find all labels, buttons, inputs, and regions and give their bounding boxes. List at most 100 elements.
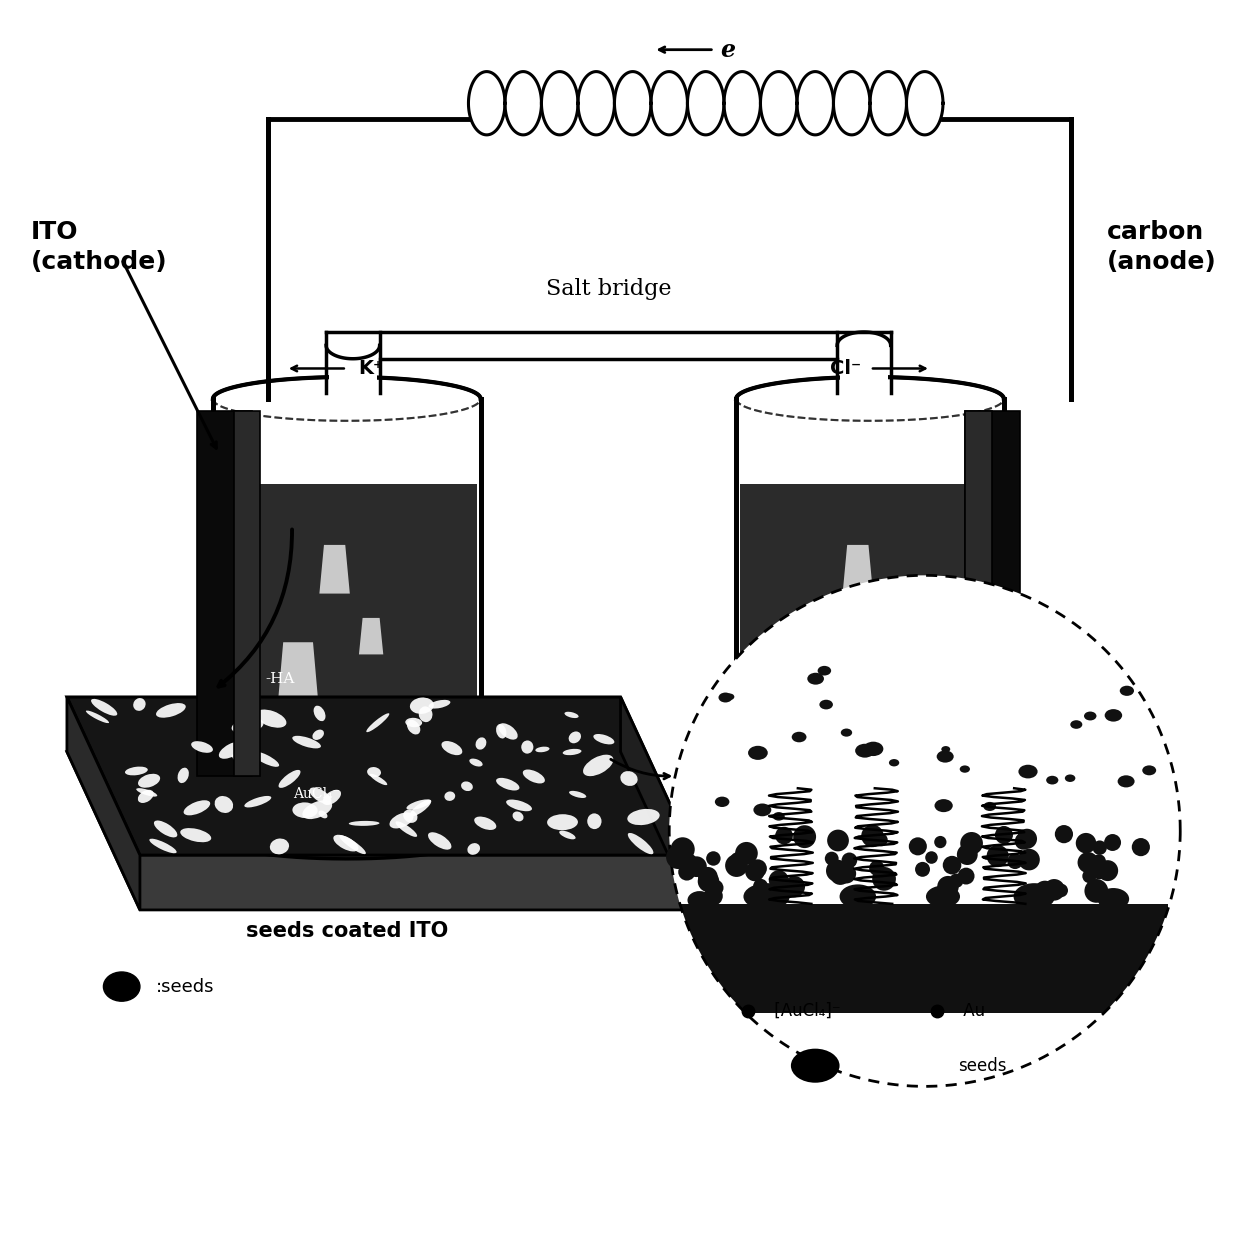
- Circle shape: [682, 854, 697, 869]
- Ellipse shape: [817, 666, 831, 675]
- Ellipse shape: [1097, 889, 1130, 910]
- Circle shape: [830, 864, 851, 885]
- Circle shape: [1014, 832, 1032, 850]
- Circle shape: [1083, 869, 1096, 884]
- Ellipse shape: [1084, 711, 1096, 720]
- Ellipse shape: [620, 771, 637, 786]
- Circle shape: [725, 854, 748, 877]
- Circle shape: [1007, 854, 1023, 869]
- Ellipse shape: [1105, 709, 1122, 721]
- Text: K⁺: K⁺: [358, 359, 383, 378]
- Ellipse shape: [232, 718, 264, 734]
- Circle shape: [826, 860, 848, 882]
- Polygon shape: [217, 484, 477, 815]
- Ellipse shape: [405, 718, 422, 728]
- Circle shape: [960, 832, 983, 855]
- Ellipse shape: [396, 821, 417, 837]
- Ellipse shape: [1047, 776, 1059, 785]
- Circle shape: [671, 837, 694, 861]
- Ellipse shape: [841, 729, 852, 736]
- Ellipse shape: [791, 1048, 839, 1083]
- Polygon shape: [329, 332, 377, 393]
- Ellipse shape: [935, 799, 952, 812]
- Ellipse shape: [498, 724, 517, 740]
- Circle shape: [1104, 834, 1121, 851]
- Ellipse shape: [310, 787, 331, 804]
- Circle shape: [836, 864, 856, 884]
- Ellipse shape: [559, 831, 575, 840]
- Ellipse shape: [348, 821, 379, 826]
- Ellipse shape: [563, 749, 582, 755]
- Ellipse shape: [410, 698, 434, 714]
- Polygon shape: [882, 618, 906, 654]
- Ellipse shape: [807, 673, 823, 685]
- Ellipse shape: [1013, 884, 1055, 910]
- Circle shape: [698, 867, 718, 886]
- Ellipse shape: [252, 751, 279, 766]
- Ellipse shape: [370, 774, 387, 785]
- Ellipse shape: [180, 829, 211, 842]
- Ellipse shape: [154, 820, 177, 837]
- Circle shape: [1092, 855, 1106, 869]
- Circle shape: [745, 861, 765, 881]
- Ellipse shape: [149, 839, 176, 854]
- Ellipse shape: [521, 740, 533, 754]
- Circle shape: [869, 860, 884, 876]
- Circle shape: [942, 856, 961, 875]
- Text: Cl⁻: Cl⁻: [830, 359, 862, 378]
- Ellipse shape: [312, 730, 324, 740]
- Circle shape: [666, 845, 689, 869]
- Circle shape: [925, 851, 937, 864]
- Ellipse shape: [293, 736, 321, 749]
- Circle shape: [735, 842, 758, 865]
- Ellipse shape: [403, 810, 418, 822]
- Text: Fe: Fe: [874, 629, 890, 643]
- Polygon shape: [737, 399, 1004, 837]
- Polygon shape: [839, 332, 888, 393]
- Circle shape: [957, 867, 975, 885]
- Circle shape: [1018, 849, 1040, 870]
- Ellipse shape: [754, 804, 771, 816]
- Circle shape: [1097, 860, 1118, 881]
- Ellipse shape: [496, 724, 506, 739]
- Ellipse shape: [594, 734, 614, 744]
- Ellipse shape: [863, 741, 883, 756]
- Ellipse shape: [125, 766, 148, 775]
- Circle shape: [1054, 884, 1068, 897]
- Ellipse shape: [314, 705, 325, 721]
- Ellipse shape: [506, 800, 532, 811]
- Ellipse shape: [687, 891, 712, 910]
- Text: [AuCl₄]⁻: [AuCl₄]⁻: [769, 1002, 841, 1020]
- Ellipse shape: [476, 738, 486, 750]
- Circle shape: [1034, 881, 1056, 902]
- Ellipse shape: [748, 746, 768, 760]
- Ellipse shape: [86, 710, 109, 723]
- Ellipse shape: [926, 886, 960, 907]
- Ellipse shape: [461, 781, 472, 791]
- Polygon shape: [740, 484, 1001, 815]
- Ellipse shape: [255, 710, 286, 728]
- Ellipse shape: [133, 698, 145, 711]
- Ellipse shape: [366, 714, 389, 733]
- Circle shape: [827, 830, 849, 851]
- Circle shape: [706, 851, 720, 866]
- Ellipse shape: [588, 814, 601, 829]
- Circle shape: [862, 825, 884, 847]
- Ellipse shape: [773, 812, 785, 821]
- Circle shape: [704, 886, 723, 906]
- Polygon shape: [320, 545, 350, 594]
- Circle shape: [784, 876, 805, 897]
- Ellipse shape: [512, 811, 523, 821]
- Ellipse shape: [583, 755, 614, 776]
- Ellipse shape: [564, 711, 579, 718]
- Polygon shape: [620, 696, 693, 910]
- Ellipse shape: [889, 759, 899, 766]
- Text: Cl⁻: Cl⁻: [841, 696, 863, 710]
- Ellipse shape: [340, 835, 366, 854]
- Circle shape: [987, 845, 1009, 867]
- Text: -HA: -HA: [265, 671, 295, 685]
- Ellipse shape: [91, 699, 118, 715]
- Circle shape: [753, 879, 768, 894]
- Polygon shape: [358, 618, 383, 654]
- Ellipse shape: [293, 802, 317, 819]
